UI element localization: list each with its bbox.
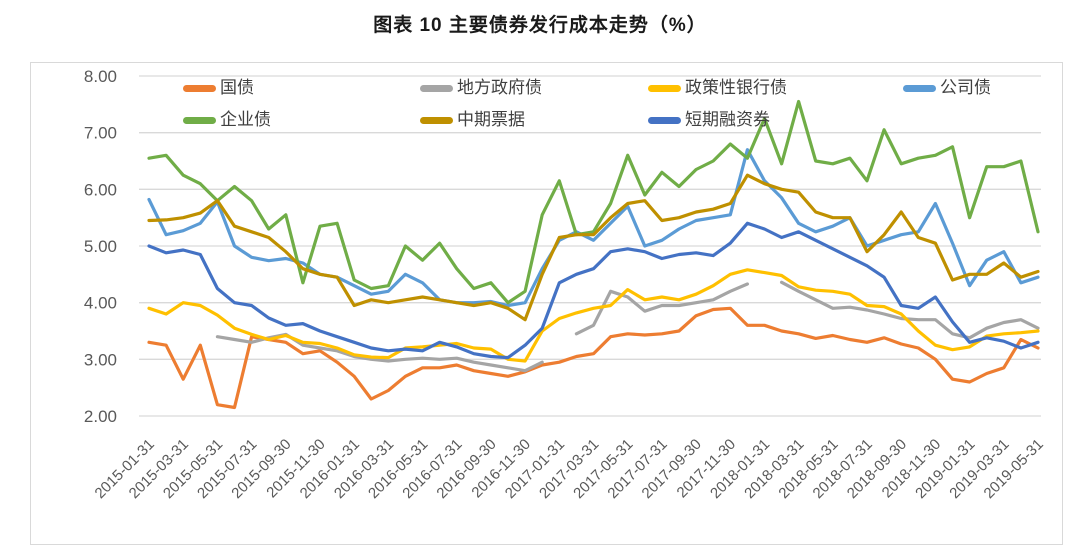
legend-item-local-gov: 地方政府债 — [420, 78, 542, 98]
legend-label: 地方政府债 — [457, 78, 542, 97]
y-axis-tick-label: 7.00 — [84, 124, 117, 143]
y-axis-tick-label: 2.00 — [84, 407, 117, 426]
series-line-公司债 — [147, 148, 1040, 308]
legend-label: 国债 — [220, 78, 254, 97]
legend-swatch-scp-icon — [648, 116, 681, 124]
series-line-企业债 — [147, 99, 1040, 305]
legend-label: 政策性银行债 — [685, 78, 787, 97]
series-line-地方政府债 — [779, 280, 1040, 340]
y-axis-tick-label: 6.00 — [84, 180, 117, 199]
legend-label: 公司债 — [940, 78, 991, 97]
legend-item-scp: 短期融资券 — [648, 110, 770, 130]
legend-swatch-corporate-icon — [903, 84, 936, 92]
y-axis-tick-label: 3.00 — [84, 350, 117, 369]
legend-label: 短期融资券 — [685, 110, 770, 129]
page-title: 图表 10 主要债券发行成本走势（%） — [373, 15, 707, 36]
legend-label: 企业债 — [220, 110, 271, 129]
legend-item-corporate: 公司债 — [903, 78, 991, 98]
legend-swatch-treasury-icon — [183, 84, 216, 92]
series-line-地方政府债 — [574, 282, 750, 336]
legend-item-mtn: 中期票据 — [420, 110, 525, 130]
series-line-政策性银行债 — [147, 268, 1040, 363]
legend-item-enterprise: 企业债 — [183, 110, 271, 130]
legend-swatch-mtn-icon — [420, 116, 453, 124]
legend-swatch-policy-bank-icon — [648, 84, 681, 92]
series-line-国债 — [147, 306, 1040, 410]
legend-item-policy-bank: 政策性银行债 — [648, 78, 787, 98]
legend-label: 中期票据 — [457, 110, 525, 129]
line-chart: 8.007.006.005.004.003.002.002015-01-3120… — [84, 67, 1047, 502]
series-line-短期融资券 — [147, 221, 1040, 360]
legend-swatch-local-gov-icon — [420, 84, 453, 92]
legend-swatch-enterprise-icon — [183, 116, 216, 124]
series-line-中期票据 — [147, 173, 1040, 322]
y-axis-tick-label: 5.00 — [84, 237, 117, 256]
y-axis-tick-label: 8.00 — [84, 67, 117, 86]
legend-item-treasury: 国债 — [183, 78, 254, 98]
y-axis-tick-label: 4.00 — [84, 294, 117, 313]
chart-frame: 8.00 7.00 6.00 5.00 4.00 3.00 2.00 2015-01-31 20… — [30, 62, 1063, 545]
